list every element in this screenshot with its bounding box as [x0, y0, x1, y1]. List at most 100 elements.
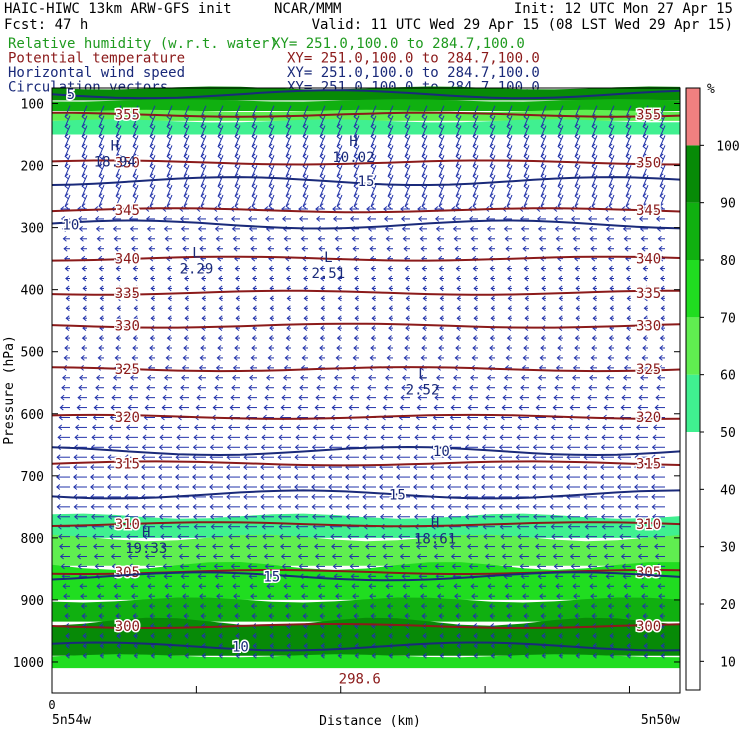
vector-head-116	[200, 143, 205, 150]
vector-head-530	[505, 245, 510, 252]
vector-head-337	[285, 203, 290, 209]
vector-head-380	[400, 206, 405, 212]
vector-head-507	[114, 245, 119, 252]
vector-head-417	[417, 216, 423, 222]
vector-head-344	[404, 203, 409, 209]
vector-head-902	[97, 355, 102, 361]
vector-head-1486	[227, 513, 232, 520]
vector-head-1301	[141, 464, 146, 471]
vector-head-741	[422, 305, 427, 312]
valid-time: Valid: 11 UTC Wed 29 Apr 15 (08 LST Wed …	[312, 17, 733, 33]
theta-label-right-325: 325	[636, 362, 661, 378]
vector-head-1459	[379, 503, 384, 510]
vector-head-762	[167, 315, 172, 322]
vector-head-1847	[251, 613, 256, 619]
vector-head-105	[625, 133, 630, 140]
vector-head-1783	[386, 593, 391, 600]
y-tick-label-1000: 1000	[13, 656, 44, 671]
vector-head-355	[591, 203, 596, 209]
vector-head-287	[659, 183, 664, 190]
vector-head-589	[285, 265, 290, 272]
vector-head-1005	[623, 374, 628, 381]
vector-84	[268, 125, 275, 137]
vector-head-181	[81, 163, 86, 170]
vector-head-1030	[435, 384, 440, 391]
vector-head-432	[61, 225, 66, 232]
vector-head-1261	[73, 454, 78, 461]
vector-head-1091	[246, 404, 251, 411]
vector-head-529	[488, 245, 493, 252]
vector-head-1165	[278, 424, 284, 431]
vector-head-1781	[352, 593, 357, 600]
vector-head-1852	[336, 613, 341, 619]
vector-81	[217, 125, 224, 137]
vector-head-188	[200, 163, 205, 170]
vector-head-1742	[300, 583, 305, 590]
vector-head-1992	[269, 652, 274, 659]
vector-head-841	[285, 335, 290, 341]
vector-head-1815	[318, 603, 323, 610]
vector-head-1227	[107, 444, 112, 451]
vector-head-2014	[643, 652, 648, 659]
theta-label-right-335: 335	[636, 286, 661, 302]
vector-head-1728	[62, 583, 67, 590]
vector-head-704	[405, 295, 410, 302]
vector-head-1932	[473, 633, 478, 639]
vector-head-680	[609, 285, 614, 292]
vector-head-1444	[124, 503, 129, 510]
vector-head-107	[659, 133, 664, 140]
vector-head-635	[456, 275, 461, 282]
vector-head-692	[201, 295, 206, 302]
vector-head-607	[591, 265, 596, 272]
vector-head-377	[349, 206, 354, 212]
vector-head-694	[235, 295, 240, 302]
vector-head-751	[592, 305, 597, 312]
vector-head-74	[98, 133, 103, 140]
colorbar-bin-0	[686, 374, 700, 432]
vector-head-1415	[243, 494, 248, 500]
vector-head-512	[199, 245, 204, 252]
vector-head-210	[574, 163, 579, 170]
vector-301	[285, 184, 292, 197]
vector-head-1774	[233, 593, 238, 600]
vector-head-1210	[431, 434, 436, 441]
vector-head-1608	[467, 543, 472, 550]
vector-head-1402	[634, 484, 639, 490]
vector-61	[489, 115, 496, 127]
vector-87	[319, 125, 326, 137]
vector-head-1457	[345, 503, 350, 510]
vector-head-1273	[277, 454, 282, 461]
vector-head-434	[95, 225, 100, 232]
vector-head-345	[421, 203, 426, 209]
vector-head-474	[164, 235, 169, 242]
vector-head-1164	[261, 424, 267, 431]
vector-head-472	[130, 235, 135, 242]
vector-head-1184	[601, 424, 607, 431]
vector-head-1836	[64, 613, 69, 619]
vector-head-408	[264, 216, 270, 222]
vector-head-1440	[56, 503, 61, 510]
vector-head-20	[404, 113, 409, 120]
vector-head-101	[557, 133, 562, 140]
vector-31	[591, 105, 598, 117]
vector-head-409	[281, 216, 287, 222]
vector-head-343	[387, 203, 392, 209]
vector-head-1215	[516, 434, 521, 441]
vector-head-1009	[78, 384, 83, 391]
vector-head-989	[351, 374, 356, 381]
vector-head-1231	[175, 444, 180, 451]
vector-head-1766	[97, 593, 102, 600]
field-xy-1: XY= 251.0,100.0 to 284.7,100.0	[287, 51, 540, 67]
vector-36	[64, 115, 71, 127]
rh-region-1	[52, 99, 680, 111]
vector-head-1578	[568, 533, 573, 540]
vector-head-238	[438, 173, 443, 180]
vector-head-1944	[65, 642, 70, 649]
vector-head-1939	[592, 633, 597, 639]
vector-head-717	[626, 295, 631, 302]
vector-30	[574, 105, 581, 117]
vector-head-1181	[550, 424, 556, 431]
vector-head-1257	[617, 444, 622, 451]
vector-336	[268, 194, 275, 207]
